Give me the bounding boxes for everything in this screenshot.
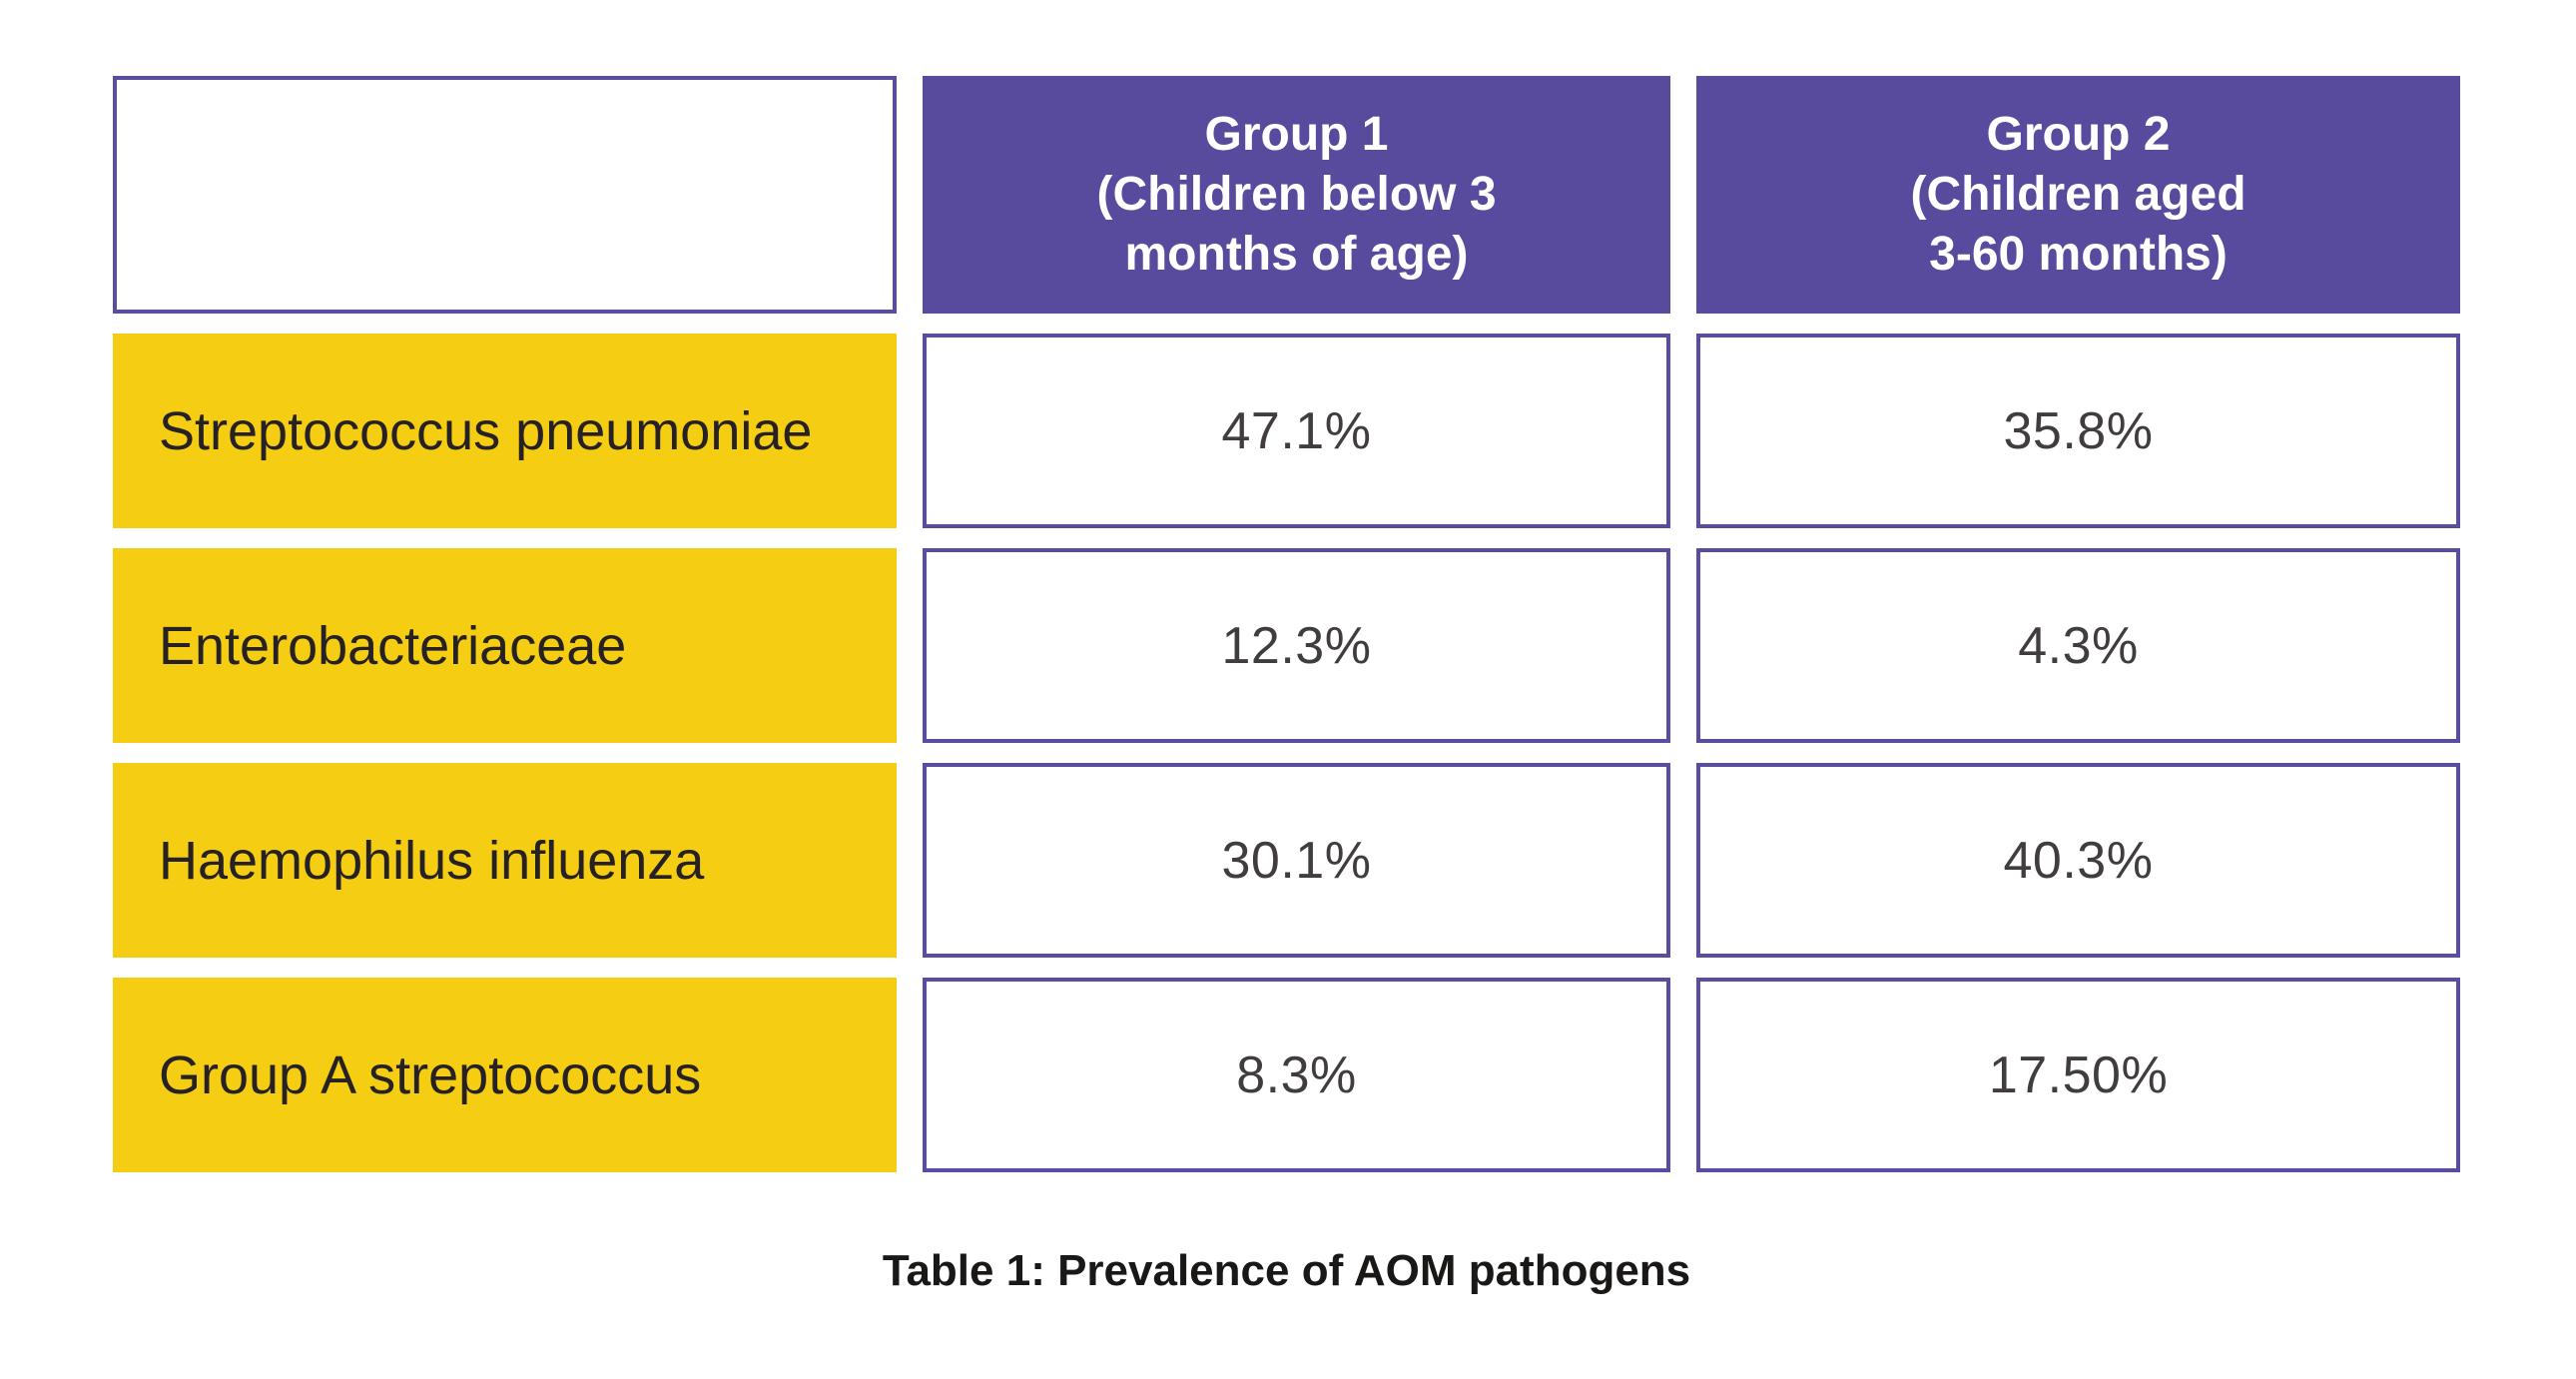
value-streptococcus-pneumoniae-group2: 35.8%	[1696, 334, 2460, 528]
value-streptococcus-pneumoniae-group1: 47.1%	[923, 334, 1670, 528]
value-enterobacteriaceae-group2: 4.3%	[1696, 548, 2460, 743]
column-header-group1: Group 1 (Children below 3 months of age)	[923, 76, 1670, 314]
corner-cell	[113, 76, 897, 314]
row-label-group-a-streptococcus: Group A streptococcus	[113, 978, 897, 1172]
value-group-a-streptococcus-group2: 17.50%	[1696, 978, 2460, 1172]
value-enterobacteriaceae-group1: 12.3%	[923, 548, 1670, 743]
table-caption: Table 1: Prevalence of AOM pathogens	[882, 1246, 1691, 1295]
value-haemophilus-influenza-group2: 40.3%	[1696, 763, 2460, 958]
value-haemophilus-influenza-group1: 30.1%	[923, 763, 1670, 958]
value-group-a-streptococcus-group1: 8.3%	[923, 978, 1670, 1172]
row-label-enterobacteriaceae: Enterobacteriaceae	[113, 548, 897, 743]
aom-prevalence-table: Group 1 (Children below 3 months of age)…	[113, 76, 2460, 1172]
row-label-haemophilus-influenza: Haemophilus influenza	[113, 763, 897, 958]
row-label-streptococcus-pneumoniae: Streptococcus pneumoniae	[113, 334, 897, 528]
column-header-group2: Group 2 (Children aged 3-60 months)	[1696, 76, 2460, 314]
